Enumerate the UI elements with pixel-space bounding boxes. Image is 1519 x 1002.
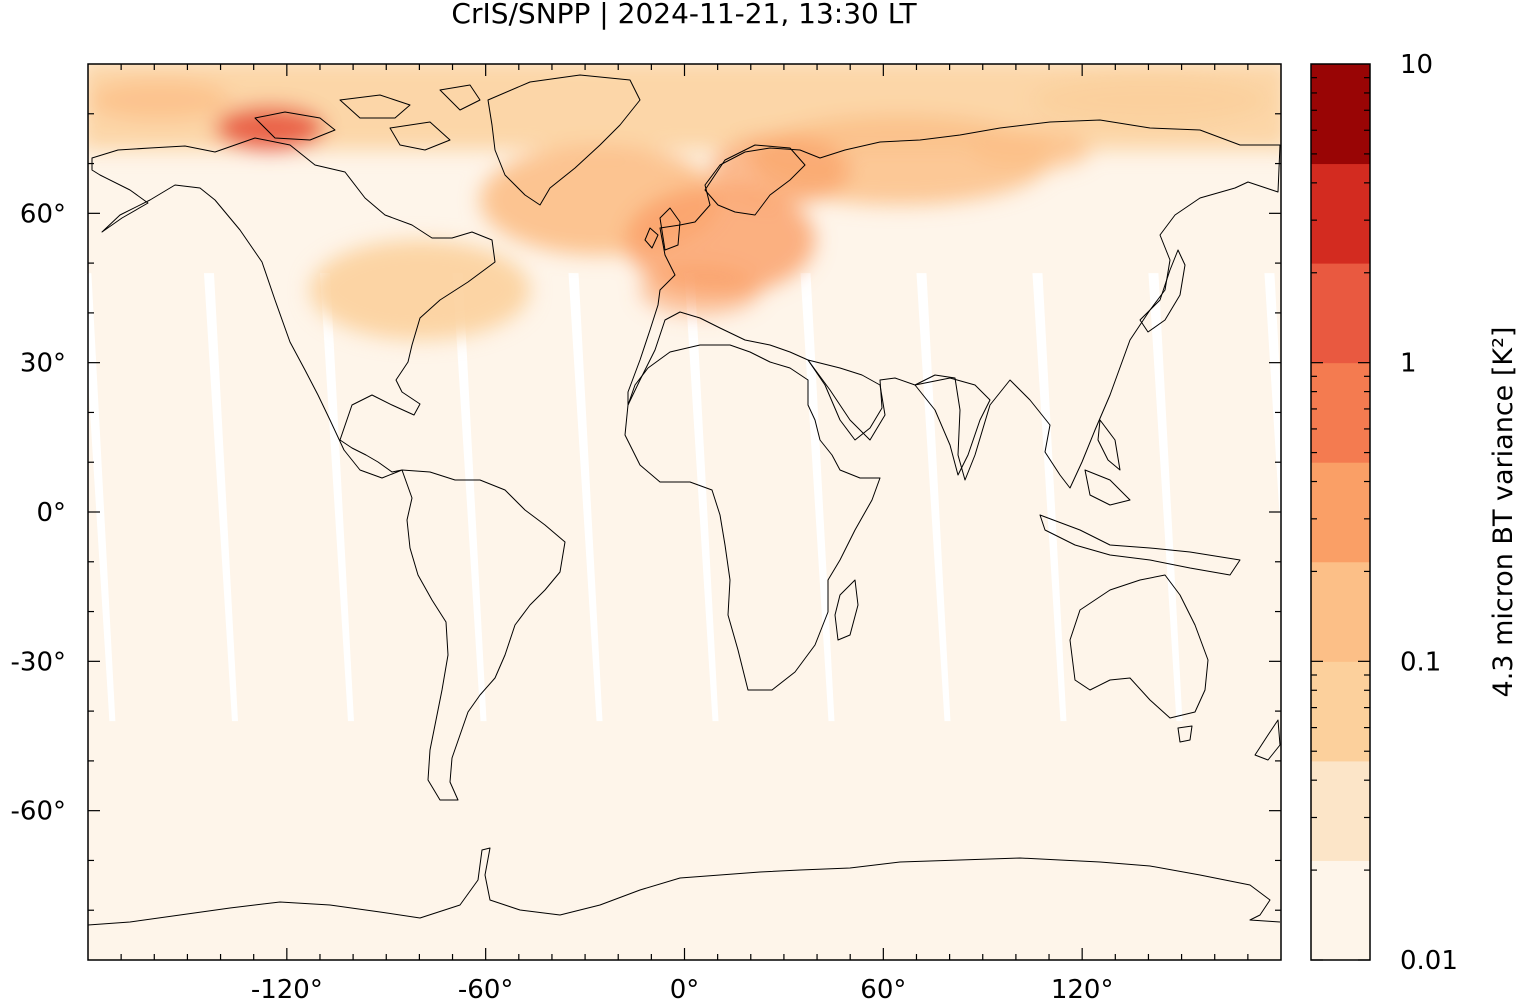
coastline-greenland [487, 74, 641, 206]
variance-russia-east [970, 130, 1090, 170]
coastline-japan [1139, 249, 1186, 333]
colorbar-ticks [1311, 77, 1370, 961]
coastline-antarctica [88, 847, 1281, 926]
variance-scandinavia [710, 135, 850, 205]
variance-mediterranean [640, 265, 760, 315]
colorbar-band [1311, 462, 1370, 563]
swath-gap [1148, 273, 1183, 722]
x-tick-label: 0° [670, 975, 700, 1002]
swath-gap [452, 273, 487, 722]
colorbar-frame [1310, 63, 1371, 961]
coastline-south-america [401, 469, 566, 801]
y-tick-label: 30° [20, 349, 66, 379]
colorbar-band [1311, 263, 1370, 364]
map-title: CrIS/SNPP | 2024-11-21, 13:30 LT [451, 0, 917, 30]
variance-arctic-west [90, 80, 230, 120]
coastline-africa-south [624, 344, 881, 691]
y-tick-label: 0° [36, 498, 66, 528]
variance-north-america-east [310, 240, 530, 340]
coastline-scandinavia [704, 144, 806, 216]
swath-gap [916, 273, 951, 722]
swath-gap [1264, 273, 1281, 539]
coastline-canadian-archipelago [254, 84, 481, 151]
x-tick-label: 120° [1051, 975, 1114, 1002]
swath-gap [203, 273, 238, 722]
coastline-maritime-se-asia [1039, 419, 1241, 576]
coastline-new-zealand [1254, 719, 1281, 761]
high-variance-canada [215, 106, 325, 150]
colorbar-tick-labels: 10 1 0.1 0.01 [1400, 50, 1458, 976]
coastline-india [914, 377, 991, 476]
coastline-africa-eurasia [627, 119, 1281, 489]
colorbar-band [1311, 860, 1370, 961]
coastline-north-america [91, 137, 496, 479]
colorbar-label: 4.3 micron BT variance [K²] [1488, 327, 1519, 698]
coastline-tasmania [1177, 725, 1193, 743]
colorbar-band [1311, 163, 1370, 264]
swath-gap [684, 273, 719, 722]
variance-europe [625, 185, 815, 295]
colorbar: 10 1 0.1 0.01 4.3 micron BT variance [K²] [1310, 50, 1519, 976]
swath-gap [1032, 273, 1067, 722]
swath-gaps [88, 273, 1281, 722]
y-tick-label: 60° [20, 199, 66, 229]
colorbar-band [1311, 561, 1370, 662]
colorbar-tick-label: 0.01 [1400, 946, 1458, 976]
x-tick-label: -60° [458, 975, 513, 1002]
x-tick-label: -120° [251, 975, 323, 1002]
swath-gap [88, 273, 116, 722]
map-ticks [88, 64, 1281, 960]
colorbar-band [1311, 760, 1370, 861]
y-tick-label: -30° [11, 647, 66, 677]
colorbar-tick-label: 1 [1400, 349, 1417, 379]
coastlines [88, 74, 1281, 926]
swath-gap [800, 273, 835, 722]
colorbar-band [1311, 64, 1370, 165]
coastline-arabia [807, 359, 886, 441]
colorbar-tick-label: 0.1 [1400, 647, 1441, 677]
swath-gap [568, 273, 603, 722]
x-tick-label: 60° [860, 975, 906, 1002]
colorbar-band [1311, 362, 1370, 463]
variance-arctic-east [1030, 75, 1270, 125]
colorbar-band [1311, 661, 1370, 762]
coastline-madagascar [834, 579, 859, 641]
map-panel [88, 64, 1281, 960]
coastline-australia [1069, 574, 1209, 719]
variance-field [88, 64, 1281, 340]
coastline-british-isles [644, 207, 681, 251]
y-tick-label: -60° [11, 797, 66, 827]
colorbar-bands [1311, 64, 1370, 961]
map-tick-labels: -120° -60° 0° 60° 120° 60° 30° 0° -30° -60° [11, 199, 1114, 1002]
colorbar-tick-label: 10 [1400, 50, 1433, 80]
swath-gap [319, 273, 354, 722]
